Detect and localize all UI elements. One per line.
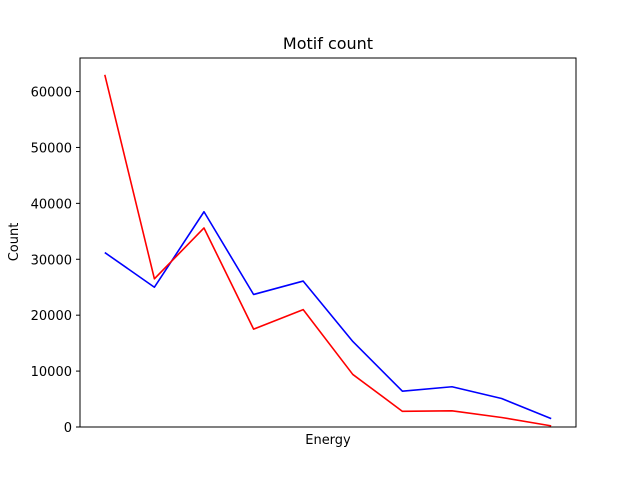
y-tick-label: 50000	[31, 141, 72, 156]
y-tick-label: 20000	[31, 309, 72, 324]
y-tick-label: 30000	[31, 253, 72, 268]
y-tick-label: 60000	[31, 86, 72, 101]
chart-title: Motif count	[283, 34, 373, 53]
y-tick-label: 0	[64, 421, 72, 436]
x-axis-label: Energy	[305, 433, 351, 448]
y-axis-ticks: 0 10000 20000 30000 40000 50000 60000	[31, 86, 80, 436]
axes-frame	[79, 57, 577, 428]
y-axis-label: Count	[7, 223, 22, 262]
series-line-1	[104, 210, 552, 420]
plot-area	[104, 74, 552, 427]
series-line-2	[104, 74, 552, 427]
y-tick-label: 10000	[31, 365, 72, 380]
y-tick-label: 40000	[31, 197, 72, 212]
